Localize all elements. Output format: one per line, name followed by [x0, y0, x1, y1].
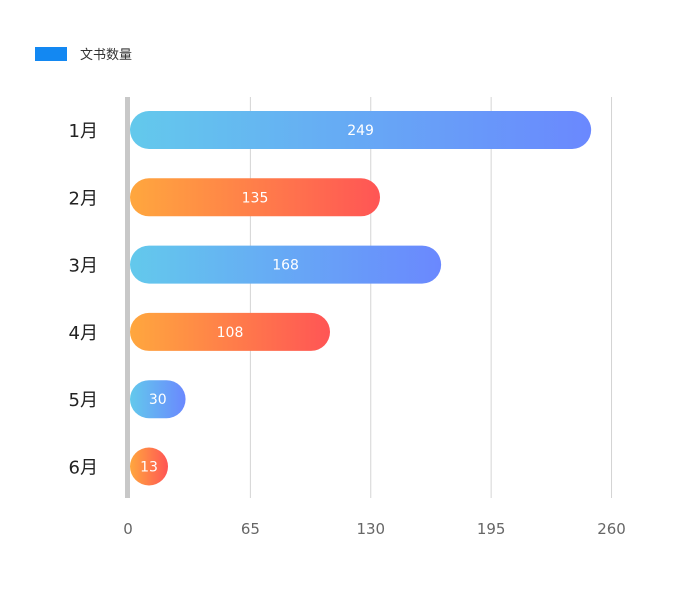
bar-value-label: 249 [347, 123, 374, 139]
category-labels: 1月 2月 3月 4月 5月 6月 [69, 121, 98, 479]
category-label: 1月 [69, 121, 98, 142]
legend-label[interactable]: 文书数量 [80, 48, 132, 63]
legend-swatch[interactable] [35, 47, 67, 61]
x-tick-label: 260 [597, 520, 626, 538]
legend[interactable]: 文书数量 [35, 47, 132, 63]
bar[interactable] [130, 447, 168, 486]
bars: 249 135 168 108 30 13 [130, 111, 592, 486]
grid [249, 97, 613, 498]
bar-value-label: 108 [217, 325, 244, 341]
x-tick-label: 195 [477, 520, 506, 538]
bar[interactable] [130, 111, 592, 149]
bar[interactable] [130, 245, 442, 284]
category-label: 6月 [69, 458, 98, 479]
category-label: 3月 [69, 256, 98, 277]
x-tick-label: 0 [123, 520, 133, 538]
category-label: 5月 [69, 390, 98, 411]
bar-value-label: 13 [140, 460, 158, 476]
category-label: 2月 [69, 188, 98, 209]
bar[interactable] [130, 178, 381, 217]
x-tick-label: 65 [241, 520, 260, 538]
bar-value-label: 30 [149, 392, 167, 408]
bar[interactable] [130, 312, 331, 351]
bar-value-label: 135 [242, 190, 269, 206]
category-label: 4月 [69, 323, 98, 344]
y-axis-line [125, 97, 130, 498]
bar[interactable] [130, 380, 186, 419]
x-tick-labels: 0 65 130 195 260 [123, 520, 626, 538]
y-axis [125, 97, 130, 498]
x-tick-label: 130 [356, 520, 385, 538]
bar-value-label: 168 [272, 258, 299, 274]
